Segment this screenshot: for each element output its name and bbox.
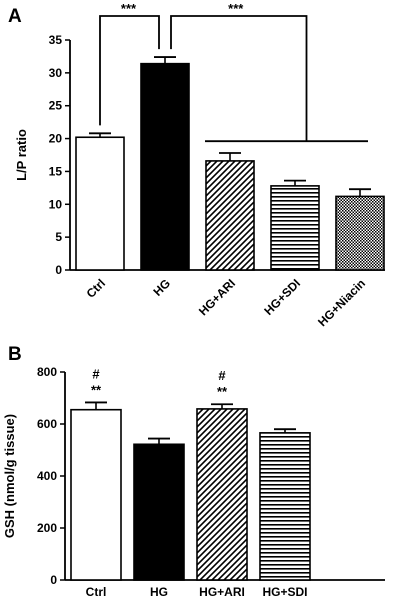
significance-mark: ** (217, 384, 228, 399)
x-tick-label: HG (150, 276, 173, 299)
x-tick-label: Ctrl (84, 276, 109, 301)
significance-bracket (99, 15, 160, 126)
x-tick-label: HG+ARI (196, 276, 238, 318)
bar (140, 62, 190, 271)
bar (133, 443, 185, 581)
y-axis-label: GSH (nmol/g tissue) (2, 414, 17, 538)
y-tick-label: 600 (37, 417, 57, 431)
y-tick-label: 200 (37, 521, 57, 535)
significance-bracket (170, 15, 308, 142)
bar (270, 185, 320, 271)
panel-letter: A (8, 6, 22, 27)
y-tick-label: 20 (49, 132, 63, 146)
bar (335, 195, 385, 271)
y-tick-label: 800 (37, 365, 57, 379)
x-tick-label: HG+SDI (262, 585, 307, 599)
y-tick-label: 15 (49, 164, 63, 178)
bar (205, 160, 255, 271)
significance-label: *** (228, 1, 244, 16)
x-tick-label: HG (150, 585, 168, 599)
significance-mark: # (92, 366, 100, 381)
bar (259, 432, 311, 581)
panel-a: A 0 5 10 15 20 25 30 35 L/P ratio Ctrl HG HG+ARI HG+S… (8, 1, 385, 329)
panel-letter: B (8, 344, 22, 365)
x-tick-label: Ctrl (86, 585, 107, 599)
y-axis-label: L/P ratio (14, 129, 29, 181)
significance-mark: # (218, 368, 226, 383)
x-tick-label: HG+Niacin (315, 276, 368, 329)
y-tick-label: 0 (50, 573, 57, 587)
bar (196, 408, 248, 581)
y-tick-label: 25 (49, 99, 63, 113)
bar (75, 136, 125, 271)
panel-b: B 0 200 400 600 800 GSH (nmol/g tissue) Ctrl HG H… (2, 344, 385, 599)
x-tick-label: HG+SDI (261, 276, 303, 318)
bar (70, 408, 122, 581)
significance-mark: ** (91, 382, 102, 397)
y-tick-label: 0 (55, 263, 62, 277)
y-tick-label: 30 (49, 66, 63, 80)
y-tick-label: 10 (49, 197, 63, 211)
y-tick-label: 35 (49, 33, 63, 47)
y-tick-label: 5 (55, 230, 62, 244)
y-tick-label: 400 (37, 469, 57, 483)
x-tick-label: HG+ARI (199, 585, 245, 599)
significance-label: *** (121, 1, 137, 16)
